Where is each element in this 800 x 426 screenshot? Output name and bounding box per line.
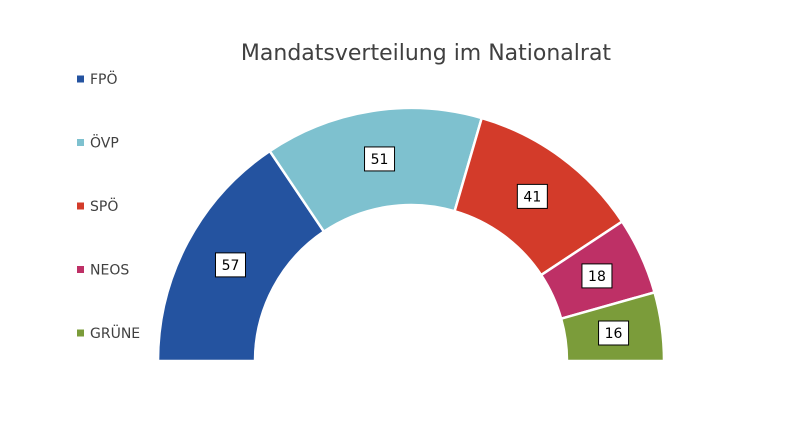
data-label-box: [581, 263, 613, 289]
legend: FPÖ ÖVP SPÖ NEOS GRÜNE: [77, 70, 140, 342]
data-label-text: 57: [222, 258, 240, 274]
legend-label: ÖVP: [90, 134, 119, 152]
data-label-spo: 41: [516, 183, 548, 209]
data-label-box: [214, 252, 246, 278]
legend-swatch: [77, 139, 84, 146]
arc-layer: [156, 106, 666, 363]
legend-item-fpo: FPÖ: [77, 70, 118, 88]
legend-swatch: [77, 329, 84, 337]
data-label-grune: 16: [598, 320, 630, 346]
legend-item-spo: SPÖ: [77, 197, 118, 215]
data-label-text: 18: [588, 269, 606, 285]
data-label-neos: 18: [581, 263, 613, 289]
data-label-box: [598, 320, 630, 346]
data-label-ovp: 51: [364, 146, 396, 172]
legend-item-grune: GRÜNE: [77, 324, 140, 342]
data-label-box: [516, 183, 548, 209]
legend-label: FPÖ: [90, 70, 118, 88]
data-label-text: 16: [605, 326, 623, 342]
legend-label: GRÜNE: [90, 324, 140, 342]
legend-swatch: [77, 266, 84, 273]
chart-title: Mandatsverteilung im Nationalrat: [241, 41, 612, 66]
data-label-text: 51: [371, 152, 389, 168]
legend-swatch: [77, 75, 84, 83]
data-label-box: [364, 146, 396, 172]
legend-label: SPÖ: [90, 197, 118, 215]
legend-label: NEOS: [90, 263, 129, 279]
legend-item-neos: NEOS: [77, 263, 129, 279]
data-label-fpo: 57: [214, 252, 246, 278]
legend-item-ovp: ÖVP: [77, 134, 119, 152]
label-layer: 57 51 41 18 16: [214, 146, 630, 346]
data-label-text: 41: [523, 189, 541, 205]
legend-swatch: [77, 202, 84, 210]
